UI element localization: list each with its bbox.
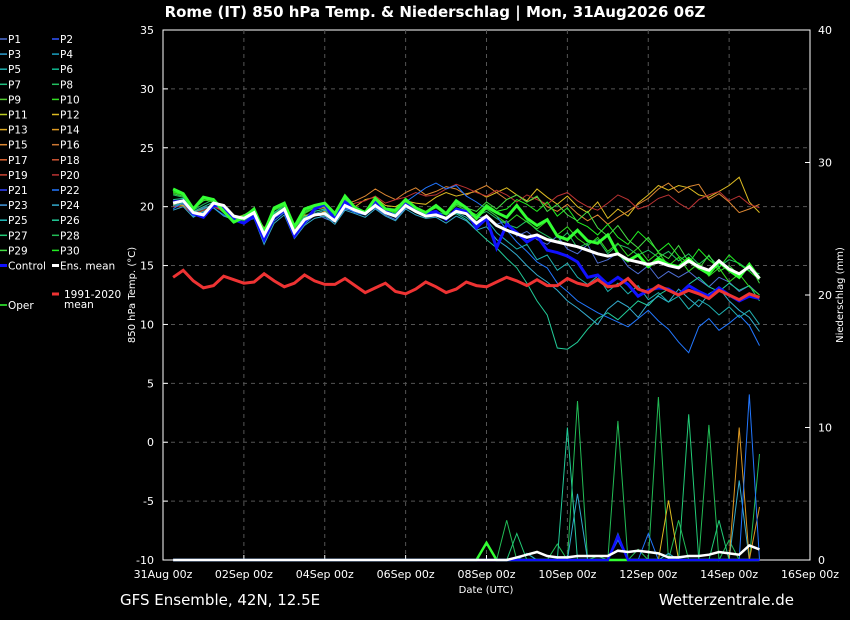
precip-line-p28 (173, 396, 760, 562)
legend-label: P30 (60, 245, 80, 257)
temp-line-p24 (172, 206, 760, 332)
footer-site: Wetterzentrale.de (659, 591, 794, 609)
legend-label: Oper (8, 300, 34, 312)
y-axis-label: 850 hPa Temp. (°C) (127, 247, 138, 343)
x-tick-label: 14Sep 00z (700, 568, 758, 581)
legend-label: 1991-2020 mean (64, 289, 121, 311)
y-tick-label: 35 (140, 24, 154, 37)
precip-line-p27 (173, 414, 760, 561)
y2-tick-label: 40 (818, 24, 832, 37)
y-tick-label: 20 (140, 201, 154, 214)
y-tick-label: 15 (140, 260, 154, 273)
legend-label: P20 (60, 170, 80, 182)
y-tick-label: 0 (147, 436, 154, 449)
y-tick-label: 30 (140, 83, 154, 96)
legend-label: P18 (60, 155, 80, 167)
legend-label: P1 (8, 34, 21, 46)
legend: P1 P2 P3 P4 P5 P6 P7 P8 P9 P10 P11 P12 P13 P14 P15 P16 P… (0, 34, 121, 312)
legend-label: P15 (8, 140, 28, 152)
x-tick-label: 02Sep 00z (215, 568, 273, 581)
x-tick-label: 16Sep 00z (781, 568, 839, 581)
legend-label: P19 (8, 170, 28, 182)
grid-lines (163, 30, 810, 560)
x-tick-label: 10Sep 00z (538, 568, 596, 581)
legend-label: P21 (8, 185, 28, 197)
x-tick-label: 04Sep 00z (296, 568, 354, 581)
legend-label-line: mean (64, 299, 94, 311)
chart-title: Rome (IT) 850 hPa Temp. & Niederschlag |… (165, 3, 706, 22)
legend-label: P10 (60, 94, 80, 106)
precip-line-ens-mean (173, 543, 760, 562)
y2-tick-label: 30 (818, 157, 832, 170)
legend-label: P13 (8, 125, 28, 137)
legend-label: P8 (60, 79, 73, 91)
y-tick-label: 5 (147, 377, 154, 390)
footer-model: GFS Ensemble, 42N, 12.5E (120, 591, 320, 609)
precip-line-p22 (173, 394, 760, 561)
legend-label: P29 (8, 245, 28, 257)
x-axis-label: Date (UTC) (459, 585, 514, 596)
y-tick-label: -10 (136, 554, 154, 567)
legend-label: P14 (60, 125, 80, 137)
series-layer (172, 176, 761, 562)
y-tick-label: -5 (143, 495, 154, 508)
legend-label: P12 (60, 110, 80, 122)
legend-label: P25 (8, 215, 28, 227)
y-tick-label: 25 (140, 142, 154, 155)
y2-tick-label: 10 (818, 422, 832, 435)
temp-line-control (172, 198, 760, 303)
legend-label: P22 (60, 185, 80, 197)
legend-label: Ens. mean (60, 261, 115, 273)
y-tick-label: 10 (140, 318, 154, 331)
legend-label: P16 (60, 140, 80, 152)
x-tick-label: 06Sep 00z (377, 568, 435, 581)
y2-tick-label: 0 (818, 554, 825, 567)
x-tick-label: 08Sep 00z (458, 568, 516, 581)
legend-label: P11 (8, 110, 28, 122)
precip-line-p12 (173, 500, 760, 561)
legend-label: P2 (60, 34, 73, 46)
legend-label: P24 (60, 200, 80, 212)
axes: 35 30 25 20 15 10 5 0 -5 -10 40 30 20 10 0 31Aug 00z 02S… (134, 24, 840, 581)
legend-label: P28 (60, 230, 80, 242)
legend-label: P4 (60, 49, 73, 61)
legend-label: P27 (8, 230, 28, 242)
x-tick-label: 31Aug 00z (134, 568, 193, 581)
legend-label: P9 (8, 94, 21, 106)
precip-line-p14 (173, 427, 760, 561)
legend-label: P6 (60, 64, 73, 76)
legend-label: P5 (8, 64, 21, 76)
precip-line-p26 (173, 427, 760, 561)
climate-mean-line (172, 268, 760, 302)
legend-label: P3 (8, 49, 21, 61)
x-tick-label: 12Sep 00z (619, 568, 677, 581)
legend-label: Control (8, 261, 46, 273)
legend-label: P23 (8, 200, 28, 212)
y2-axis-label: Niederschlag (mm) (835, 247, 846, 343)
y2-tick-label: 20 (818, 289, 832, 302)
legend-label: P26 (60, 215, 80, 227)
temp-line-ens-mean (172, 199, 761, 280)
temp-line-oper (172, 187, 761, 280)
legend-label: P17 (8, 155, 28, 167)
legend-label-line: 1991-2020 (64, 289, 121, 301)
legend-label: P7 (8, 79, 21, 91)
